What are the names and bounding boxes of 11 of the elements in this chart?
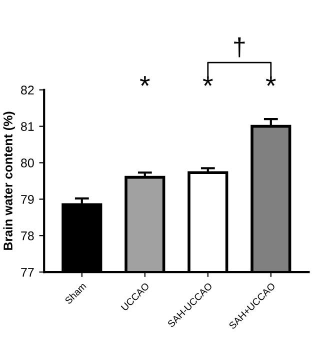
y-tick-label: 78 bbox=[21, 231, 34, 240]
text: † bbox=[234, 37, 245, 58]
text: * bbox=[202, 76, 213, 86]
y-tick-label: 81 bbox=[21, 122, 34, 131]
y-tick-label: 77 bbox=[21, 268, 34, 277]
y-tick-label: 79 bbox=[21, 194, 34, 204]
y-axis-title: Brain water content (%) bbox=[3, 112, 15, 250]
text: * bbox=[140, 76, 150, 86]
text: * bbox=[266, 76, 276, 86]
y-tick-label: 80 bbox=[21, 158, 34, 168]
y-tick-label: 82 bbox=[21, 86, 34, 95]
